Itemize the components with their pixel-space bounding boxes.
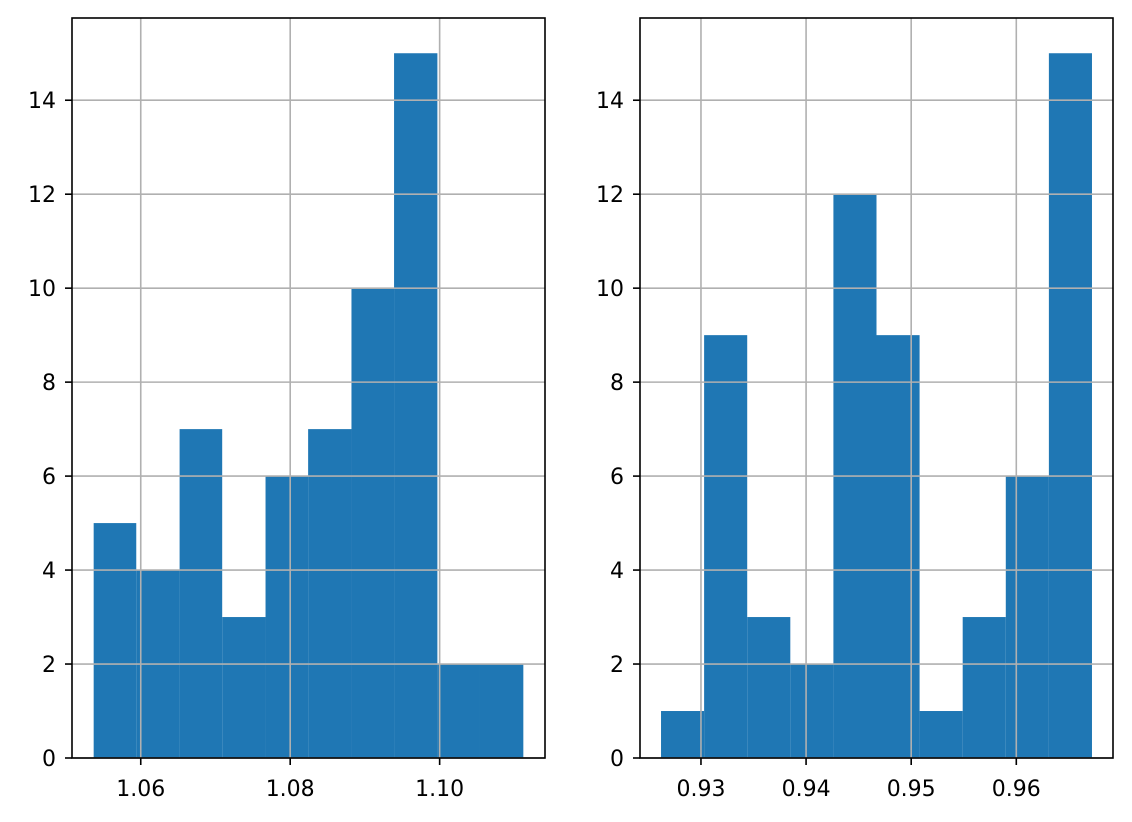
y-tick-label: 6 — [42, 465, 56, 490]
histogram-bar — [661, 711, 705, 758]
y-tick-label: 2 — [42, 653, 56, 678]
x-tick-label: 1.06 — [116, 777, 165, 802]
histogram-bar — [962, 617, 1006, 758]
y-tick-label: 12 — [596, 183, 624, 208]
x-tick-label: 0.94 — [782, 777, 831, 802]
y-tick-label: 14 — [28, 89, 56, 114]
y-tick-label: 0 — [42, 747, 56, 772]
x-tick-label: 0.93 — [676, 777, 725, 802]
right-histogram-panel: 0.93 0.94 0.95 0.96 0 2 4 6 8 10 12 14 — [596, 17, 1114, 802]
y-tick-label: 6 — [610, 465, 624, 490]
histogram-bar — [1048, 53, 1092, 758]
histogram-bar — [437, 664, 480, 758]
histogram-bar — [479, 664, 524, 758]
histogram-bar — [265, 476, 309, 758]
x-tick-label: 0.95 — [887, 777, 936, 802]
y-tick-label: 12 — [28, 183, 56, 208]
histogram-bar — [351, 288, 395, 758]
histogram-bar — [179, 429, 223, 758]
histogram-bar — [919, 711, 963, 758]
y-tick-label: 10 — [28, 277, 56, 302]
histogram-bar — [704, 335, 748, 758]
y-tick-label: 4 — [610, 559, 624, 584]
x-tick-label: 1.10 — [415, 777, 464, 802]
histogram-bar — [790, 664, 834, 758]
x-tick-label: 0.96 — [992, 777, 1041, 802]
x-tick-label: 1.08 — [266, 777, 315, 802]
histogram-bar — [394, 53, 438, 758]
y-tick-label: 8 — [610, 371, 624, 396]
histogram-bar — [1005, 476, 1049, 758]
y-tick-label: 8 — [42, 371, 56, 396]
histogram-bar — [876, 335, 920, 758]
y-tick-label: 2 — [610, 653, 624, 678]
histogram-bar — [747, 617, 791, 758]
axes-frame — [71, 17, 546, 759]
axes-frame — [639, 17, 1114, 759]
left-histogram-panel: 1.06 1.08 1.10 0 2 4 6 8 10 12 14 — [28, 17, 546, 802]
histogram-bar — [222, 617, 266, 758]
y-tick-label: 0 — [610, 747, 624, 772]
histogram-bar — [308, 429, 352, 758]
y-tick-label: 14 — [596, 89, 624, 114]
y-tick-label: 10 — [596, 277, 624, 302]
histogram-bar — [93, 523, 137, 758]
y-tick-label: 4 — [42, 559, 56, 584]
